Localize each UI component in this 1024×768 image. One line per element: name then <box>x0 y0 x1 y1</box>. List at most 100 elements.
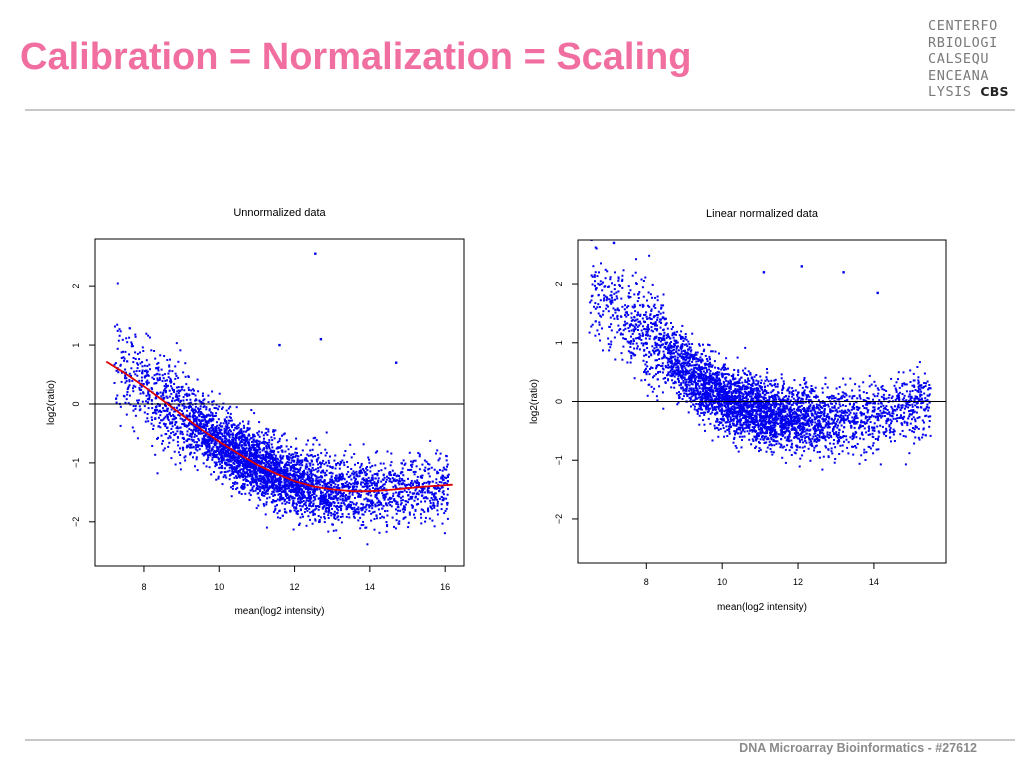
data-point <box>162 377 165 380</box>
data-point <box>120 380 123 383</box>
data-point <box>306 485 309 488</box>
data-point <box>240 438 243 441</box>
data-point <box>708 365 711 368</box>
data-point <box>297 497 299 500</box>
data-point <box>123 357 126 360</box>
data-point <box>277 486 280 489</box>
data-point <box>195 418 198 421</box>
data-point <box>159 426 162 429</box>
data-point <box>294 451 297 454</box>
data-point <box>365 473 368 475</box>
data-point <box>205 445 208 448</box>
data-point <box>243 466 245 469</box>
data-point <box>188 394 191 397</box>
data-point <box>118 334 121 337</box>
data-point <box>167 407 169 410</box>
data-point <box>312 455 315 458</box>
data-point <box>653 350 655 353</box>
data-point <box>370 477 373 480</box>
data-point <box>253 471 256 473</box>
data-point <box>812 414 815 417</box>
data-point <box>187 445 190 448</box>
data-point <box>256 485 259 488</box>
data-point <box>197 411 199 414</box>
data-point <box>309 497 312 500</box>
data-point <box>385 502 387 505</box>
data-point <box>271 461 274 464</box>
data-point <box>185 446 188 449</box>
data-point <box>241 441 244 444</box>
data-point <box>252 446 255 449</box>
data-point <box>314 455 317 458</box>
data-point <box>250 409 253 411</box>
data-point <box>333 459 336 462</box>
data-point <box>317 497 320 500</box>
data-point <box>261 468 264 471</box>
data-point <box>146 417 149 420</box>
data-point <box>216 421 218 424</box>
chart-unnormalized: Unnormalized data 8 10 12 14 16 −2 −1 0 1 2 mean(lo… <box>45 195 475 630</box>
data-point <box>222 435 225 438</box>
data-point <box>215 407 218 410</box>
data-point <box>136 352 139 355</box>
data-point <box>325 474 328 477</box>
data-point <box>303 486 306 489</box>
data-point <box>254 453 257 456</box>
data-point <box>417 483 420 486</box>
data-point <box>693 376 696 379</box>
data-point <box>341 499 344 502</box>
data-point <box>399 509 402 512</box>
data-point <box>393 498 396 500</box>
data-point <box>742 405 745 408</box>
data-point <box>278 486 281 488</box>
data-point <box>267 471 270 474</box>
data-point <box>331 481 334 484</box>
data-point <box>368 510 371 512</box>
data-point <box>325 431 328 434</box>
data-point <box>248 454 251 457</box>
data-point <box>228 469 231 472</box>
data-point <box>234 467 237 470</box>
data-point <box>200 432 203 435</box>
data-point <box>368 479 371 482</box>
data-point <box>636 311 639 314</box>
data-point <box>400 470 403 473</box>
data-point <box>274 462 277 464</box>
data-point <box>218 452 221 455</box>
data-point <box>199 405 202 408</box>
data-point <box>293 473 296 476</box>
data-point <box>264 485 267 488</box>
data-point <box>237 462 240 465</box>
data-point <box>743 388 746 390</box>
data-point <box>254 472 257 475</box>
data-point <box>296 494 299 497</box>
data-point <box>193 411 196 414</box>
data-point <box>177 386 180 389</box>
chart-title: Linear normalized data <box>706 208 819 220</box>
data-point <box>301 513 304 516</box>
data-point <box>252 433 254 436</box>
data-point <box>223 471 226 474</box>
data-point <box>234 439 237 442</box>
data-point <box>198 400 201 403</box>
data-point <box>174 432 177 435</box>
data-point <box>337 518 340 521</box>
data-point <box>140 385 143 388</box>
data-point <box>386 475 388 478</box>
data-point <box>362 485 365 488</box>
data-point <box>138 405 141 408</box>
data-point <box>365 492 368 495</box>
data-point <box>839 437 842 440</box>
data-point <box>359 472 362 475</box>
data-point <box>293 470 296 473</box>
data-point <box>214 434 217 437</box>
data-point <box>223 431 226 434</box>
data-point <box>298 500 301 503</box>
data-point <box>318 481 321 484</box>
data-point <box>334 479 337 482</box>
data-point <box>145 394 148 397</box>
data-point <box>219 422 222 425</box>
data-point <box>328 461 331 464</box>
data-point <box>143 411 146 414</box>
data-point <box>214 415 216 417</box>
